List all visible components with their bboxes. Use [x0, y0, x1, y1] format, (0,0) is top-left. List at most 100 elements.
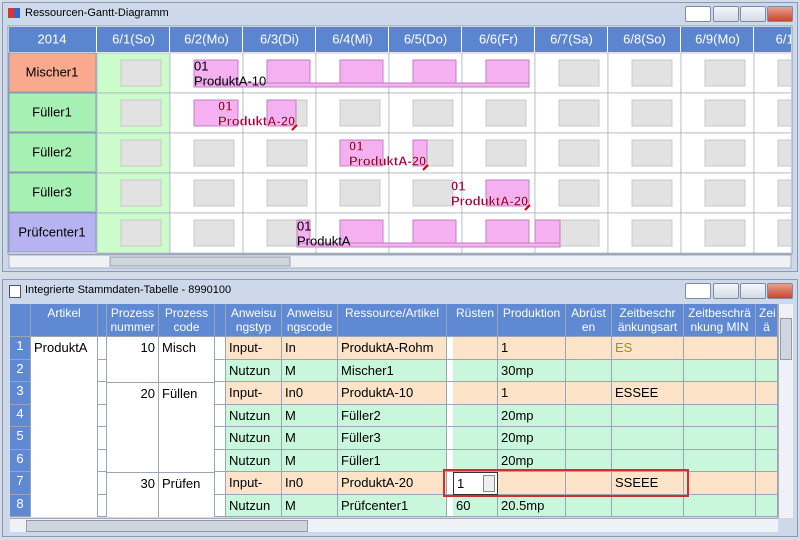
table-cell: M [282, 427, 338, 450]
close-button[interactable] [767, 6, 793, 22]
day-cell [753, 172, 791, 214]
table-cell [566, 404, 612, 427]
date-label: 6/2(Mo) [184, 31, 229, 46]
off-time [193, 139, 235, 167]
minimize-button[interactable] [713, 6, 739, 22]
table-cell: M [282, 494, 338, 517]
table-cell [159, 359, 215, 382]
table-cell [756, 359, 778, 382]
table-cell: Nutzun [226, 449, 282, 472]
off-time [631, 59, 673, 87]
year-label: 2014 [38, 31, 67, 46]
date-header [243, 27, 315, 52]
vertical-scrollbar[interactable] [778, 304, 793, 518]
minimize-button[interactable] [713, 283, 739, 299]
row-number: 6 [10, 449, 31, 472]
maximize-button[interactable] [740, 6, 766, 22]
off-time [266, 139, 308, 167]
date-label: 6/3(Di) [260, 31, 299, 46]
table-cell: SSEEE [612, 472, 684, 495]
table-cell: ProduktA-20 [338, 472, 447, 495]
table-cell: M [282, 449, 338, 472]
column-header: Ressource/Artikel [338, 304, 447, 337]
table-cell [612, 449, 684, 472]
off-time [266, 179, 308, 207]
off-time [777, 139, 791, 167]
pin-button[interactable] [685, 283, 711, 299]
table-cell [453, 337, 498, 360]
cell-gap [215, 494, 226, 517]
table-cell [159, 449, 215, 472]
horizontal-scrollbar[interactable] [10, 518, 778, 532]
date-label: 6/6(Fr) [479, 31, 518, 46]
table-cell [756, 427, 778, 450]
edit-button[interactable] [483, 475, 495, 492]
table-cell: Füllen [159, 382, 215, 405]
row-number: 8 [10, 494, 31, 517]
task-bar [534, 219, 561, 247]
column-header: Artikel [31, 304, 98, 337]
column-header: Zei ä [756, 304, 778, 337]
table-cell: Nutzun [226, 494, 282, 517]
table-cell [684, 449, 756, 472]
off-time [485, 99, 527, 127]
table-cell [453, 359, 498, 382]
table-cell [684, 472, 756, 495]
maximize-button[interactable] [740, 283, 766, 299]
task-label: 01 [297, 218, 311, 233]
column-header: Rüsten [453, 304, 498, 337]
off-time [193, 179, 235, 207]
table-cell [498, 472, 566, 495]
cell-gap [98, 449, 107, 472]
table-cell [31, 404, 98, 427]
task-bar [266, 59, 311, 87]
off-time [120, 139, 162, 167]
table-cell [756, 404, 778, 427]
table-cell [107, 359, 159, 382]
task-marker [291, 124, 298, 131]
table-cell [566, 359, 612, 382]
table-cell [31, 472, 98, 495]
table-cell: 60 [453, 494, 498, 517]
cell-gap [98, 337, 107, 360]
edit-cell[interactable]: 1 [453, 472, 498, 495]
resource-cell [8, 52, 97, 93]
task-bar [485, 59, 530, 87]
table-cell: Füller2 [338, 404, 447, 427]
table-cell [684, 404, 756, 427]
off-time [120, 179, 162, 207]
off-time [120, 59, 162, 87]
task-label: ProduktA-20 [349, 153, 426, 168]
table-cell [566, 427, 612, 450]
table-cell: M [282, 359, 338, 382]
scroll-thumb[interactable] [780, 318, 792, 360]
table-cell: ProduktA-10 [338, 382, 447, 405]
table-cell: 20mp [498, 404, 566, 427]
off-time [558, 59, 600, 87]
close-button[interactable] [767, 283, 793, 299]
cell-gap [98, 382, 107, 405]
table-cell [453, 382, 498, 405]
gantt-chart: 2014 6/1(So) 6/2(Mo) 6/3(Di) 6/4(Mi) 6/5(Do) 6… [7, 25, 793, 269]
table-cell: Prüfcenter1 [338, 494, 447, 517]
task-label: ProduktA-20 [451, 193, 528, 208]
task-label: 01 [451, 178, 465, 193]
table-cell [612, 494, 684, 517]
table-cell [31, 382, 98, 405]
task-bar [339, 59, 384, 87]
task-bar [412, 59, 457, 87]
scroll-thumb[interactable] [26, 520, 308, 532]
resource-label: Füller1 [32, 104, 72, 119]
table-cell: ProduktA [31, 337, 98, 360]
table-cell: Nutzun [226, 404, 282, 427]
off-time [120, 219, 162, 247]
resource-label: Mischer1 [26, 64, 79, 79]
table-cell [107, 427, 159, 450]
table-cell: Mischer1 [338, 359, 447, 382]
date-header [389, 27, 461, 52]
table-cell: ESSEE [612, 382, 684, 405]
table-cell: 20mp [498, 449, 566, 472]
cell-gap [215, 382, 226, 405]
off-time [631, 219, 673, 247]
pin-button[interactable] [685, 6, 711, 22]
